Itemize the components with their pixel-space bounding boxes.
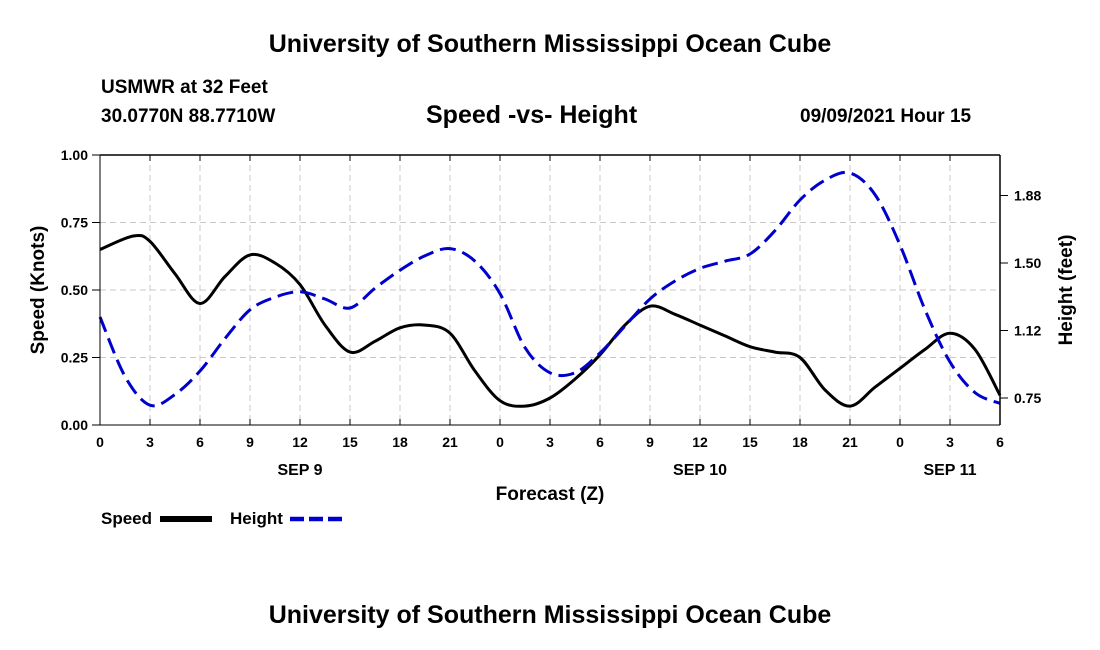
y-right-tick-label: 0.75 (1014, 390, 1041, 406)
y-left-tick-label: 0.50 (61, 282, 88, 298)
title-top: University of Southern Mississippi Ocean… (268, 30, 832, 58)
x-tick-label: 21 (842, 434, 858, 450)
x-tick-label: 18 (792, 434, 808, 450)
legend-height-swatch (290, 516, 344, 522)
x-tick-label: 12 (292, 434, 308, 450)
x-tick-label: 9 (646, 434, 654, 450)
x-date-label: SEP 10 (673, 462, 727, 479)
y-right-axis-title: Height (feet) (1056, 235, 1077, 346)
y-left-tick-label: 1.00 (61, 147, 88, 163)
labels-layer: 0 3 6 9 12 15 18 21 0 3 6 9 12 15 18 21 0 3 6 0.00 0.25 0.50 0… (28, 147, 1077, 505)
x-tick-label: 15 (742, 434, 758, 450)
coordinates-label: 30.0770N 88.7710W (101, 106, 276, 127)
x-tick-label: 6 (596, 434, 604, 450)
station-label: USMWR at 32 Feet (101, 77, 268, 98)
x-tick-label: 3 (946, 434, 954, 450)
title-bottom: University of Southern Mississippi Ocean… (268, 601, 832, 629)
x-tick-label: 15 (342, 434, 358, 450)
legend-height-label: Height (230, 509, 283, 528)
x-date-label: SEP 11 (923, 462, 976, 479)
x-tick-label: 9 (246, 434, 254, 450)
y-right-tick-label: 1.50 (1014, 255, 1041, 271)
speed-series-line (99, 233, 1002, 408)
x-tick-label: 18 (392, 434, 408, 450)
x-date-label: SEP 9 (277, 462, 322, 479)
chart-title: Speed -vs- Height (426, 101, 638, 129)
x-tick-label: 0 (496, 434, 504, 450)
legend-speed-label: Speed (101, 509, 153, 528)
x-tick-label: 0 (96, 434, 104, 450)
y-left-tick-label: 0.25 (61, 350, 88, 366)
grid-layer (100, 155, 1000, 425)
x-tick-label: 3 (146, 434, 154, 450)
x-tick-label: 21 (442, 434, 458, 450)
axes-layer (92, 154, 1008, 426)
x-axis-title: Forecast (Z) (496, 484, 605, 505)
x-tick-label: 6 (196, 434, 204, 450)
legend-speed-swatch (160, 516, 212, 522)
y-left-axis-title: Speed (Knots) (28, 226, 49, 355)
y-left-tick-label: 0.75 (61, 215, 88, 231)
y-right-tick-label: 1.12 (1014, 323, 1041, 339)
series-layer (98, 170, 1002, 408)
y-left-tick-label: 0.00 (61, 417, 88, 433)
x-tick-label: 3 (546, 434, 554, 450)
height-series-line (98, 170, 1001, 408)
y-right-tick-label: 1.88 (1014, 188, 1041, 204)
x-tick-label: 12 (692, 434, 708, 450)
x-tick-label: 0 (896, 434, 904, 450)
x-tick-label: 6 (996, 434, 1004, 450)
datetime-label: 09/09/2021 Hour 15 (800, 106, 972, 127)
